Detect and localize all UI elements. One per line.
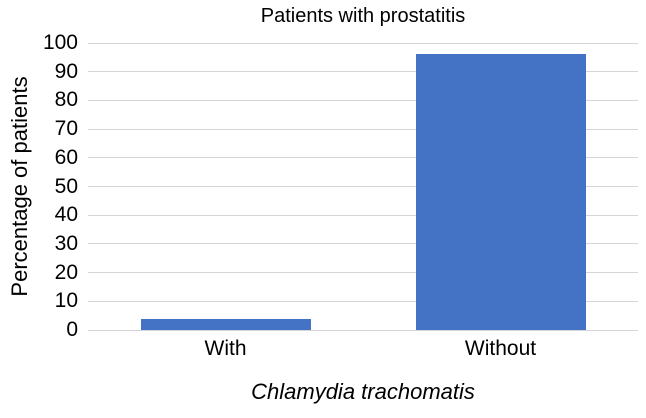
gridline (88, 99, 638, 101)
y-tick-label: 30 (54, 231, 78, 255)
gridline (88, 243, 638, 245)
bar-without (415, 54, 586, 330)
y-tick-label: 40 (54, 203, 78, 227)
y-tick-label: 20 (54, 260, 78, 284)
y-tick-label: 10 (54, 289, 78, 313)
gridline (88, 186, 638, 187)
gridline (88, 42, 638, 44)
gridline (88, 300, 638, 302)
y-tick-label: 60 (54, 145, 78, 169)
gridline (88, 71, 638, 73)
x-axis-title: Chlamydia trachomatis (251, 379, 475, 404)
y-tick-label: 0 (66, 318, 78, 341)
y-tick-label: 100 (42, 31, 78, 54)
y-tick-label: 90 (54, 59, 78, 83)
bar-with (140, 318, 311, 330)
y-tick-label: 70 (54, 117, 78, 141)
chart-title: Patients with prostatitis (260, 5, 466, 27)
gridline (88, 272, 638, 274)
gridline (88, 128, 638, 130)
x-category-label: Without (464, 337, 537, 360)
y-tick-label: 80 (54, 88, 78, 112)
plot-area (88, 42, 638, 331)
y-tick-label: 50 (54, 174, 78, 198)
gridline (88, 214, 638, 216)
gridline (88, 157, 638, 159)
gridline (88, 329, 638, 331)
x-category-label: With (204, 337, 247, 360)
